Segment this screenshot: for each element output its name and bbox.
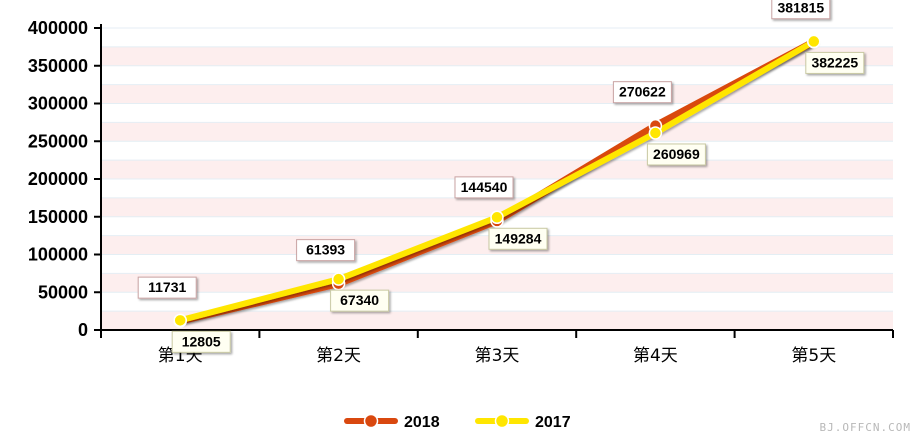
x-category-label: 第3天 — [475, 346, 520, 366]
data-label-text: 144540 — [461, 179, 508, 195]
grid-band — [101, 273, 893, 293]
legend-item-2017: 2017 — [475, 413, 571, 431]
y-tick-label: 350000 — [28, 56, 88, 76]
x-category-label: 第5天 — [791, 346, 836, 366]
grid-band — [101, 254, 893, 274]
data-label-box — [805, 51, 865, 74]
x-axis-category-labels: 第1天 第2天 第3天 第4天 第5天 — [158, 346, 836, 366]
data-label-2018: 144540 — [454, 176, 514, 199]
data-label-box — [771, 0, 831, 20]
data-label-box — [330, 289, 390, 312]
grid-band — [101, 160, 893, 179]
data-label-box — [296, 239, 356, 262]
data-label-2018: 61393 — [296, 239, 356, 262]
data-label-text: 12805 — [182, 333, 221, 349]
axes — [94, 24, 894, 338]
y-axis-tick-labels: 0 50000 100000 150000 200000 250000 300000 3500… — [28, 18, 88, 340]
grid-band — [101, 122, 893, 142]
data-label-text: 67340 — [340, 292, 379, 308]
grid-band — [101, 84, 893, 104]
data-label-box — [171, 330, 231, 353]
grid-band — [101, 65, 893, 85]
x-category-label: 第2天 — [316, 346, 361, 366]
data-point-2017 — [490, 210, 504, 225]
data-point-2017 — [807, 34, 821, 49]
data-label-text: 260969 — [653, 146, 700, 162]
y-tick-label: 50000 — [38, 282, 88, 302]
y-tick-label: 200000 — [28, 169, 88, 189]
data-label-2017: 149284 — [488, 227, 548, 250]
data-point-2017 — [331, 272, 346, 286]
data-label-box — [612, 81, 672, 104]
data-point-2017 — [173, 313, 187, 328]
data-label-box — [488, 227, 548, 250]
data-label-2018: 11731 — [137, 276, 197, 299]
y-tick-label: 250000 — [28, 131, 88, 151]
legend: 2018 2017 — [344, 413, 571, 431]
data-label-text: 381815 — [777, 0, 824, 16]
grid-band — [101, 103, 893, 123]
data-label-text: 270622 — [619, 84, 666, 100]
data-label-text: 61393 — [306, 242, 345, 258]
data-point-2017 — [648, 126, 663, 140]
y-tick-label: 150000 — [28, 207, 88, 227]
data-label-box — [137, 276, 197, 299]
data-label-2017: 382225 — [805, 51, 865, 74]
series-points — [173, 34, 821, 328]
data-label-text: 11731 — [148, 279, 186, 295]
legend-item-2018: 2018 — [344, 413, 440, 431]
grid-band — [101, 46, 893, 66]
legend-swatch-marker — [494, 413, 510, 429]
grid-band — [101, 28, 893, 47]
legend-label: 2018 — [404, 414, 440, 431]
data-label-2017: 67340 — [330, 289, 390, 312]
legend-swatch-marker — [363, 413, 379, 429]
grid-band — [101, 141, 893, 161]
data-labels: 11731 61393 144540 270622 381815 12805 67340 14… — [137, 0, 865, 353]
y-tick-label: 0 — [78, 320, 88, 340]
y-tick-label: 100000 — [28, 245, 88, 265]
data-label-2018: 270622 — [612, 81, 672, 104]
data-label-2017: 260969 — [646, 143, 706, 166]
x-category-label: 第4天 — [633, 346, 678, 366]
grid-band — [101, 292, 893, 312]
legend-label: 2017 — [535, 414, 571, 431]
data-label-box — [646, 143, 706, 166]
grid-band — [101, 197, 893, 217]
grid-band — [101, 311, 893, 330]
watermark: BJ.OFFCN.COM — [819, 421, 911, 434]
data-label-text: 149284 — [495, 230, 542, 246]
y-tick-label: 400000 — [28, 18, 88, 38]
data-label-text: 382225 — [811, 54, 858, 70]
y-tick-label: 300000 — [28, 94, 88, 114]
data-label-2018: 381815 — [771, 0, 831, 20]
data-label-2017: 12805 — [171, 330, 231, 353]
data-label-box — [454, 176, 514, 199]
